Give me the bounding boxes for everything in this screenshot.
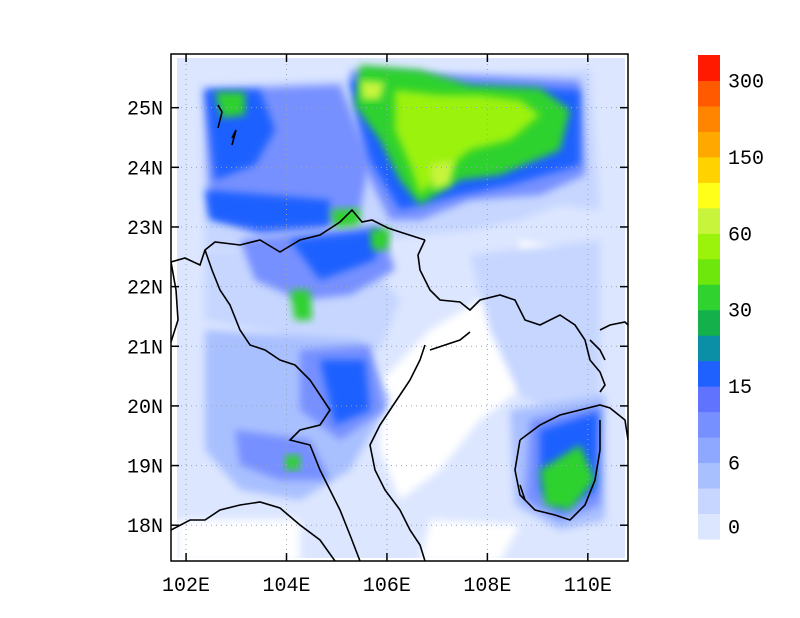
lat-tick-label: 21N <box>127 337 163 360</box>
colorbar-swatch <box>698 182 720 209</box>
lat-tick-label: 18N <box>127 516 163 539</box>
colorbar-swatch <box>698 80 720 107</box>
colorbar-label: 60 <box>728 224 752 247</box>
colorbar-label: 30 <box>728 301 752 324</box>
lon-tick-label: 108E <box>463 575 511 598</box>
lon-tick-label: 104E <box>262 575 310 598</box>
colorbar-swatch <box>698 335 720 362</box>
colorbar-swatch <box>698 55 720 81</box>
colorbar-swatch <box>698 360 720 387</box>
colorbar-swatch <box>698 437 720 464</box>
lat-tick-label: 22N <box>127 278 163 301</box>
colorbar-swatch <box>698 105 720 132</box>
colorbar-swatch <box>698 513 720 540</box>
colorbar-label: 6 <box>728 454 740 477</box>
lat-tick-label: 25N <box>127 99 163 122</box>
lat-tick-label: 20N <box>127 397 163 420</box>
lat-tick-label: 23N <box>127 218 163 241</box>
precipitation-field <box>171 54 628 561</box>
colorbar-swatch <box>698 488 720 515</box>
country-borders <box>171 104 628 561</box>
colorbar-label: 15 <box>728 377 752 400</box>
colorbar-swatch <box>698 207 720 234</box>
lon-tick-label: 102E <box>162 575 210 598</box>
colorbar-label: 150 <box>728 148 764 171</box>
colorbar-swatch <box>698 233 720 260</box>
colorbar-swatch <box>698 131 720 158</box>
colorbar-swatch <box>698 309 720 336</box>
colorbar-label: 0 <box>728 517 740 540</box>
colorbar-swatch <box>698 258 720 285</box>
colorbar-label: 300 <box>728 71 764 94</box>
lat-tick-label: 19N <box>127 457 163 480</box>
colorbar-swatch <box>698 284 720 311</box>
lat-tick-label: 24N <box>127 158 163 181</box>
colorbar-swatch <box>698 411 720 438</box>
longitude-axis: 102E 104E 106E 108E 110E <box>162 54 612 598</box>
lon-tick-label: 106E <box>363 575 411 598</box>
map-frame <box>170 53 629 562</box>
colorbar: 0 6 15 30 60 150 300 <box>698 55 764 540</box>
graticule <box>171 54 628 561</box>
lon-tick-label: 110E <box>564 575 612 598</box>
colorbar-swatch <box>698 156 720 183</box>
colorbar-swatch <box>698 462 720 489</box>
colorbar-swatch <box>698 386 720 413</box>
latitude-axis: 18N 19N 20N 21N 22N 23N 24N 25N <box>127 99 628 539</box>
